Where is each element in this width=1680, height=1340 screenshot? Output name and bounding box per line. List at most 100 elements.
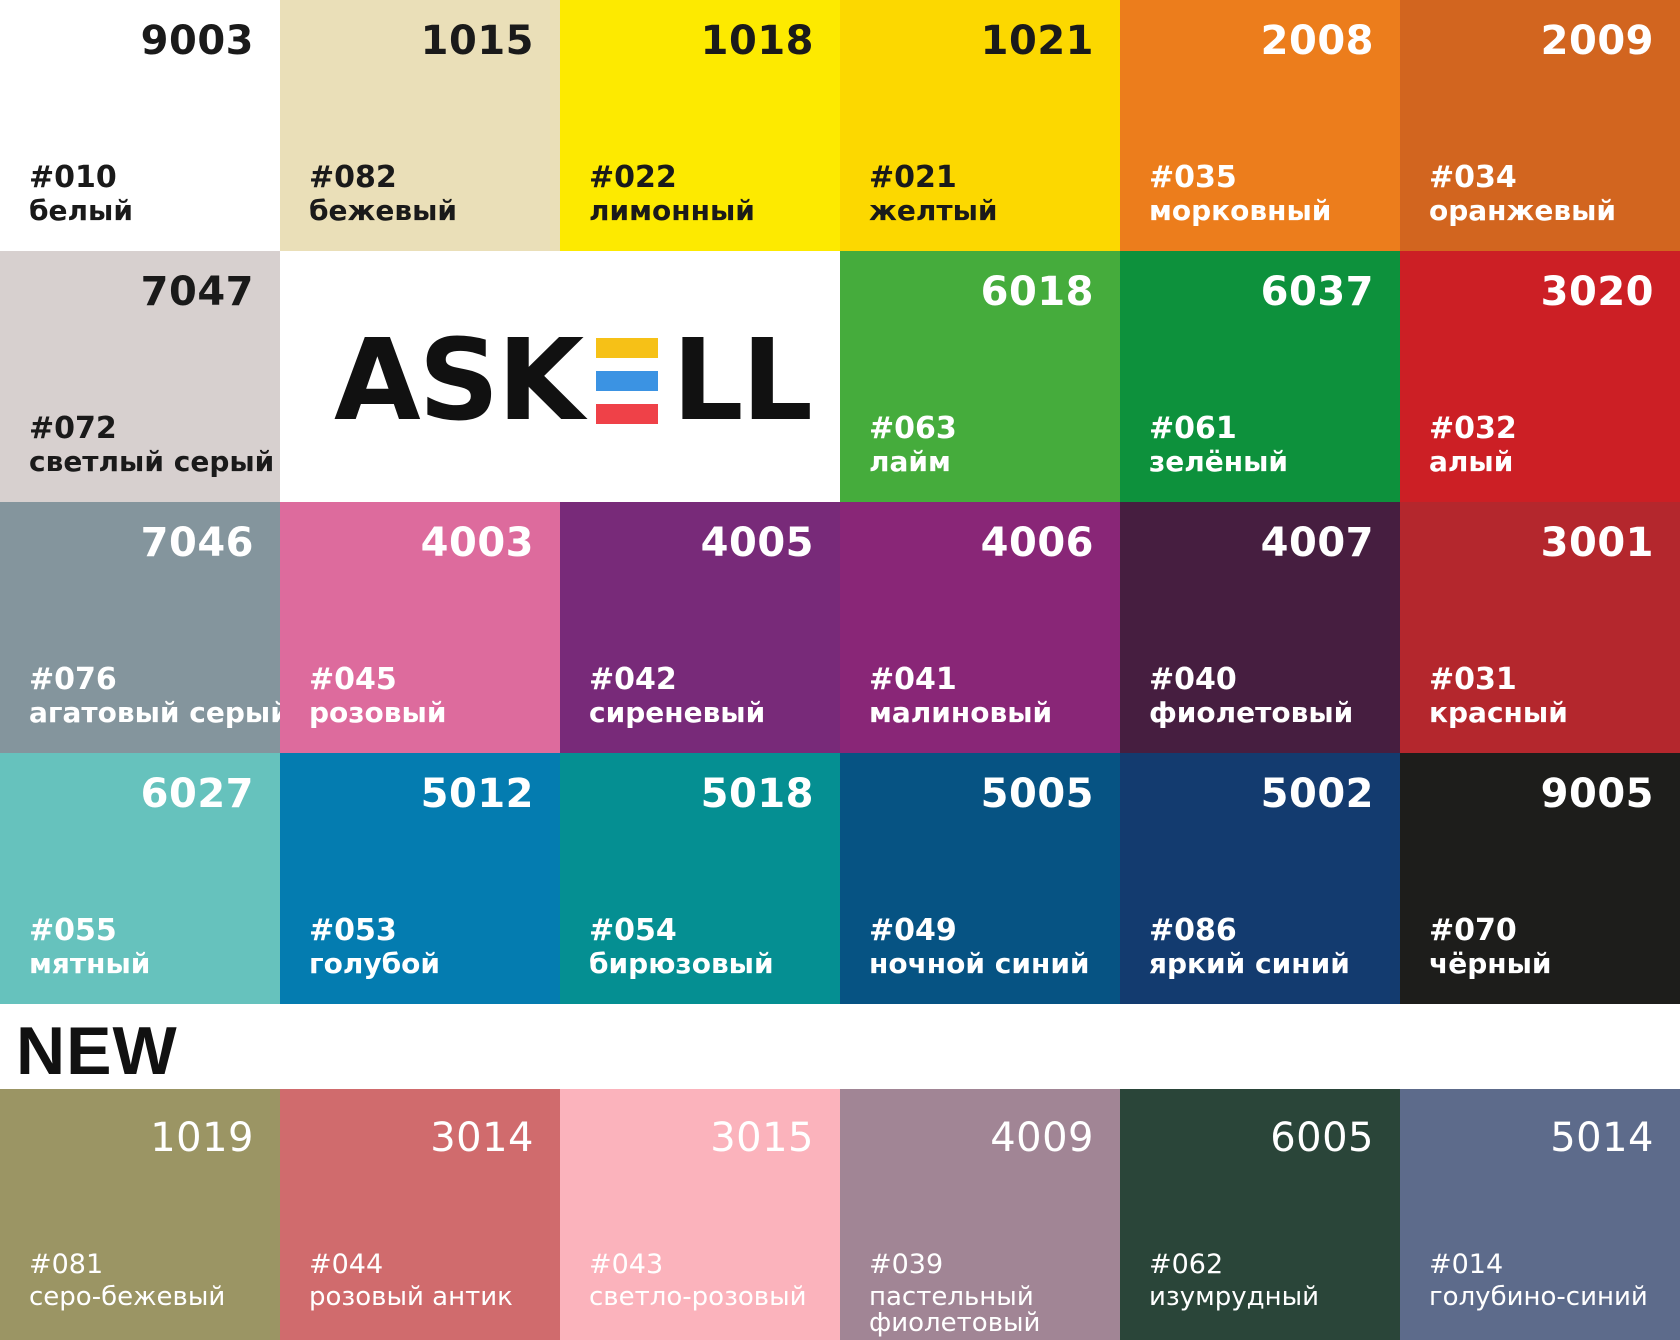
logo-bar-yellow <box>596 338 659 358</box>
color-name: лимонный <box>589 194 755 227</box>
ral-code: 5014 <box>1550 1115 1654 1161</box>
color-number: #042 <box>589 662 677 697</box>
swatch: 1015 #082 бежевый <box>280 0 560 251</box>
color-name: светло-розовый <box>589 1282 807 1312</box>
swatch: 4006 #041 малиновый <box>840 502 1120 753</box>
swatch: 1018 #022 лимонный <box>560 0 840 251</box>
swatch: 6037 #061 зелёный <box>1120 251 1400 502</box>
swatch: 7046 #076 агатовый серый <box>0 502 290 753</box>
ral-code: 3015 <box>710 1115 814 1161</box>
color-number: #062 <box>1149 1249 1224 1280</box>
new-colors-grid: 1019 #081 серо-бежевый 3014 #044 розовый… <box>0 1089 1680 1340</box>
ral-code: 5012 <box>420 771 534 817</box>
ral-code: 5002 <box>1260 771 1374 817</box>
color-number: #081 <box>29 1249 104 1280</box>
new-swatch: 6005 #062 изумрудный <box>1120 1089 1400 1340</box>
color-number: #070 <box>1429 913 1517 948</box>
new-section-header: NEW <box>0 1004 1680 1089</box>
color-name: белый <box>29 194 133 227</box>
ral-code: 1021 <box>980 18 1094 64</box>
ral-code: 2009 <box>1540 18 1654 64</box>
ral-code: 6018 <box>980 269 1094 315</box>
color-number: #034 <box>1429 160 1517 195</box>
color-name: розовый антик <box>309 1282 513 1312</box>
swatch: 5002 #086 яркий синий <box>1120 753 1400 1004</box>
ral-code: 1018 <box>700 18 814 64</box>
color-name: желтый <box>869 194 998 227</box>
ral-code: 9003 <box>140 18 254 64</box>
color-name: оранжевый <box>1429 194 1617 227</box>
color-palette-grid: 9003 #010 белый 1015 #082 бежевый 1018 #… <box>0 0 1680 1004</box>
swatch: 5005 #049 ночной синий <box>840 753 1120 1004</box>
color-number: #032 <box>1429 411 1517 446</box>
color-number: #010 <box>29 160 117 195</box>
color-name: серо-бежевый <box>29 1282 226 1312</box>
color-name: голубой <box>309 947 441 980</box>
color-name: фиолетовый <box>1149 696 1354 729</box>
color-name: пастельный фиолетовый <box>869 1282 1041 1338</box>
color-number: #014 <box>1429 1249 1504 1280</box>
logo-text-left: ASK <box>334 316 584 446</box>
color-number: #044 <box>309 1249 384 1280</box>
color-number: #072 <box>29 411 117 446</box>
color-name: бирюзовый <box>589 947 774 980</box>
ral-code: 9005 <box>1540 771 1654 817</box>
color-number: #049 <box>869 913 957 948</box>
ral-code: 3014 <box>430 1115 534 1161</box>
ral-code: 6027 <box>140 771 254 817</box>
ral-code: 3020 <box>1540 269 1654 315</box>
color-number: #041 <box>869 662 957 697</box>
logo-text-right: LL <box>672 316 813 446</box>
ral-code: 4003 <box>420 520 534 566</box>
ral-code: 7047 <box>140 269 254 315</box>
swatch: 1021 #021 желтый <box>840 0 1120 251</box>
color-name: морковный <box>1149 194 1332 227</box>
color-name: зелёный <box>1149 445 1289 478</box>
swatch: 7047 #072 светлый серый <box>0 251 280 502</box>
swatch: 9003 #010 белый <box>0 0 280 251</box>
color-number: #040 <box>1149 662 1237 697</box>
color-name: изумрудный <box>1149 1282 1320 1312</box>
color-number: #082 <box>309 160 397 195</box>
swatch: 6027 #055 мятный <box>0 753 280 1004</box>
swatch: 4007 #040 фиолетовый <box>1120 502 1400 753</box>
color-name: яркий синий <box>1149 947 1350 980</box>
ral-code: 5018 <box>700 771 814 817</box>
new-swatch: 5014 #014 голубино-синий <box>1400 1089 1680 1340</box>
ral-code: 6037 <box>1260 269 1374 315</box>
color-name: ночной синий <box>869 947 1090 980</box>
swatch: 3020 #032 алый <box>1400 251 1680 502</box>
swatch: 4003 #045 розовый <box>280 502 560 753</box>
new-label: NEW <box>16 1013 178 1089</box>
swatch: 3001 #031 красный <box>1400 502 1680 753</box>
logo-e-bars-icon <box>596 338 659 424</box>
swatch: 9005 #070 чёрный <box>1400 753 1680 1004</box>
ral-code: 3001 <box>1540 520 1654 566</box>
color-number: #022 <box>589 160 677 195</box>
color-name: сиреневый <box>589 696 766 729</box>
swatch: 2009 #034 оранжевый <box>1400 0 1680 251</box>
new-swatch: 1019 #081 серо-бежевый <box>0 1089 280 1340</box>
color-name: алый <box>1429 445 1514 478</box>
color-name: лайм <box>869 445 951 478</box>
swatch: 2008 #035 морковный <box>1120 0 1400 251</box>
color-name: голубино-синий <box>1429 1282 1648 1312</box>
color-name: светлый серый <box>29 445 275 478</box>
new-swatch: 4009 #039 пастельный фиолетовый <box>840 1089 1120 1340</box>
swatch: 6018 #063 лайм <box>840 251 1120 502</box>
logo-bar-red <box>596 404 659 424</box>
color-number: #055 <box>29 913 117 948</box>
color-number: #045 <box>309 662 397 697</box>
ral-code: 4005 <box>700 520 814 566</box>
color-number: #076 <box>29 662 117 697</box>
color-name: агатовый серый <box>29 696 290 729</box>
color-number: #039 <box>869 1249 944 1280</box>
color-number: #031 <box>1429 662 1517 697</box>
color-number: #021 <box>869 160 957 195</box>
color-name: красный <box>1429 696 1568 729</box>
color-number: #043 <box>589 1249 664 1280</box>
color-name: чёрный <box>1429 947 1552 980</box>
swatch: 4005 #042 сиреневый <box>560 502 840 753</box>
ral-code: 7046 <box>140 520 254 566</box>
color-number: #061 <box>1149 411 1237 446</box>
